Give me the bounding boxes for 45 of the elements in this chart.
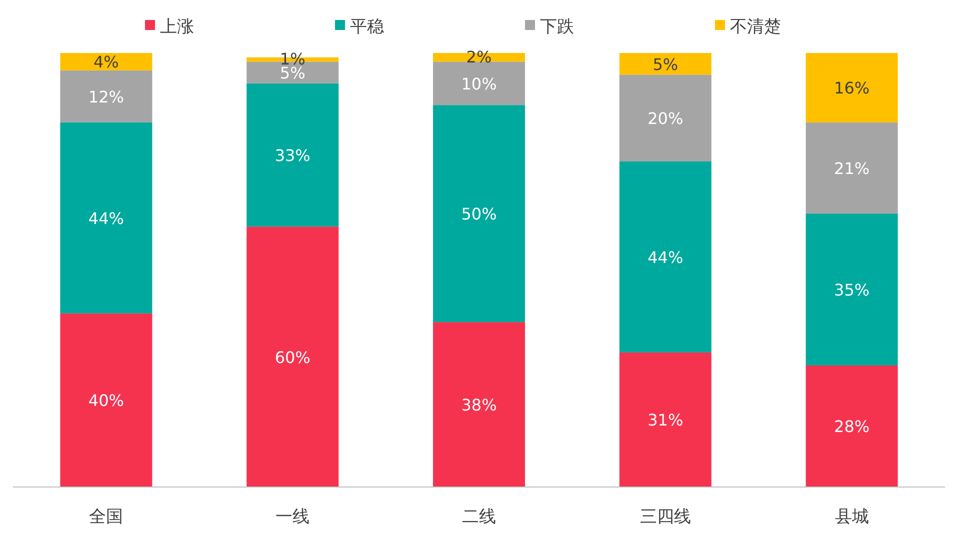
x-tick-label: 全国 — [89, 507, 124, 527]
data-label: 20% — [648, 109, 684, 128]
data-label: 10% — [461, 74, 497, 94]
data-label: 21% — [834, 159, 870, 178]
bar — [433, 62, 525, 106]
bar — [619, 53, 712, 75]
bar — [246, 226, 339, 487]
bar — [619, 74, 712, 162]
x-tick-label: 一线 — [276, 507, 310, 527]
data-label: 5% — [280, 64, 306, 83]
data-label: 50% — [461, 204, 497, 224]
x-tick-label: 县城 — [834, 507, 869, 527]
x-tick-label: 三四线 — [640, 507, 691, 527]
data-label: 31% — [648, 410, 684, 430]
data-label: 28% — [834, 417, 870, 436]
bar — [806, 53, 898, 122]
bar — [619, 352, 712, 487]
x-tick-label: 二线 — [462, 507, 496, 527]
data-label: 35% — [834, 280, 870, 300]
bar — [60, 53, 152, 70]
data-label: 12% — [88, 87, 124, 106]
legend-label: 平稳 — [350, 17, 384, 37]
bar — [433, 322, 525, 487]
bar — [806, 365, 898, 487]
data-label: 2% — [466, 47, 492, 66]
data-label: 44% — [648, 248, 684, 267]
data-label: 33% — [274, 146, 310, 165]
bar — [433, 105, 525, 322]
data-label: 44% — [88, 208, 124, 228]
legend-label: 下跌 — [540, 17, 574, 37]
data-label: 60% — [274, 348, 310, 367]
data-label: 38% — [461, 396, 497, 415]
data-label: 4% — [94, 52, 119, 72]
legend-label: 上涨 — [160, 17, 194, 37]
bar — [806, 122, 898, 214]
bar — [60, 313, 152, 487]
bar — [246, 83, 339, 227]
data-label: 5% — [652, 54, 678, 74]
bar — [60, 122, 152, 314]
data-label: 40% — [88, 391, 124, 410]
data-label: 16% — [834, 78, 870, 98]
bar — [806, 214, 898, 366]
bar — [60, 70, 152, 122]
legend-label: 不清楚 — [730, 17, 781, 37]
bar — [619, 162, 712, 352]
